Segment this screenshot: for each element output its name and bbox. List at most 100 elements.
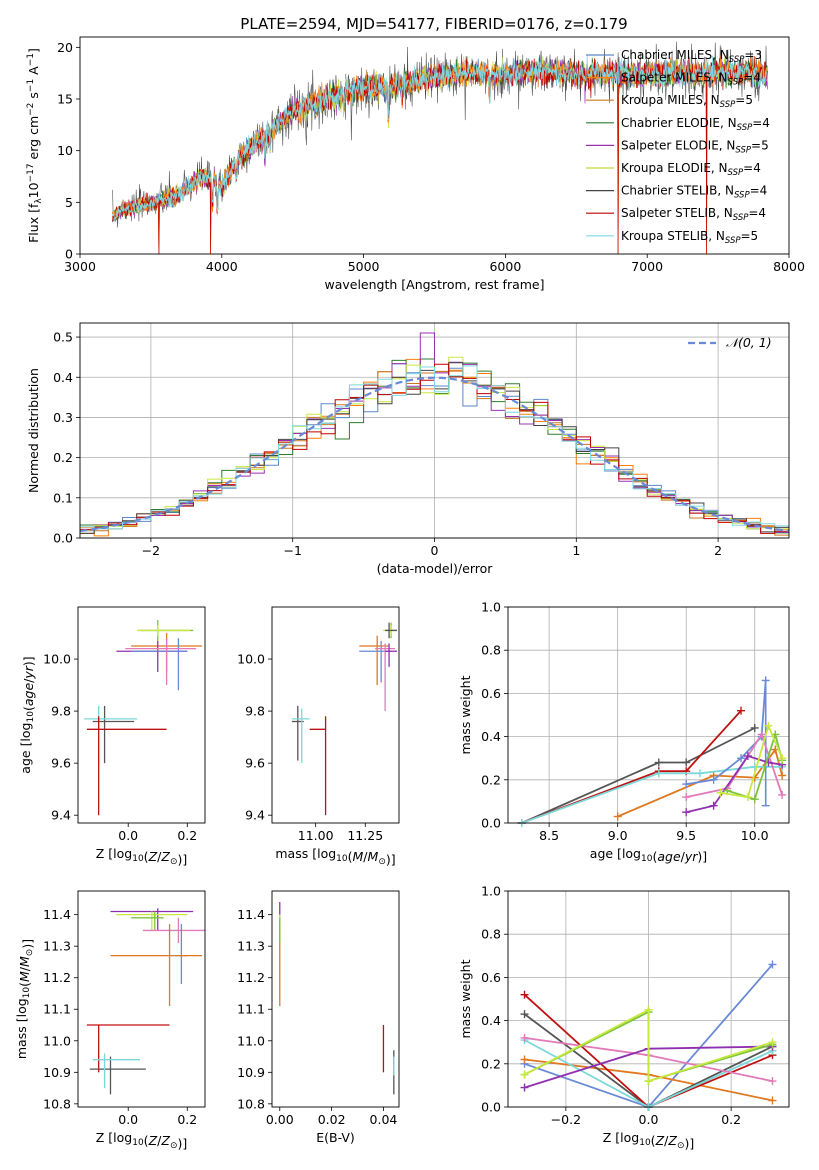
x-tick-label: 10.0 xyxy=(741,828,769,843)
label-part: A xyxy=(26,66,41,79)
x-axis-label: age [log10(age/yr)] xyxy=(590,846,707,864)
x-tick-label: 0.0 xyxy=(118,1112,138,1127)
y-axis-label: mass [log10(M/M⊙)] xyxy=(14,939,35,1059)
legend-text: Salpeter MILES, N xyxy=(621,71,728,85)
residual-histogram-panel: −2 −1 0 1 2 0.0 0.1 0.2 0.3 0.4 0.5 (data-model)/er… xyxy=(26,322,790,576)
label-part: 10 xyxy=(639,1138,651,1148)
y-tick-label: 1.0 xyxy=(481,600,501,615)
y-tick-label: 1.0 xyxy=(481,884,501,899)
y-tick-label: 9.6 xyxy=(51,756,71,771)
x-tick-label: 0.0 xyxy=(118,828,138,843)
label-part: Z [ xyxy=(96,846,113,861)
label-part: 10 xyxy=(336,854,348,864)
label-part: mass weight xyxy=(458,675,473,754)
error-point xyxy=(92,705,135,764)
legend-label: Salpeter STELIB, NSSP=4 xyxy=(621,206,766,223)
legend-eq: =4 xyxy=(750,184,768,198)
label-part: age xyxy=(657,849,681,864)
y-tick-label: 0.2 xyxy=(481,772,501,787)
legend-label: Salpeter ELODIE, NSSP=5 xyxy=(621,138,769,155)
label-part: ( xyxy=(651,1133,656,1148)
label-part: Z xyxy=(655,1133,665,1148)
x-tick-label: 0 xyxy=(431,543,439,558)
label-part: / xyxy=(21,678,36,683)
axes-frame xyxy=(77,890,206,1108)
legend-text: Chabrier STELIB, N xyxy=(621,184,734,198)
x-axis-label: wavelength [Angstrom, rest frame] xyxy=(324,277,544,292)
weight-line xyxy=(524,1008,773,1083)
weight-line xyxy=(720,723,783,799)
y-tick-label: 11.2 xyxy=(237,970,265,985)
label-part: ) xyxy=(697,849,702,864)
y-tick-label: 11.0 xyxy=(43,1033,71,1048)
y-tick-label: 0.0 xyxy=(481,1100,501,1115)
weight-line xyxy=(521,727,756,824)
error-point xyxy=(116,911,188,931)
legend-eq: =5 xyxy=(751,138,769,152)
legend-text: Kroupa MILES, N xyxy=(621,93,720,107)
label-part: Z [ xyxy=(603,1130,620,1145)
label-part: / xyxy=(681,849,686,864)
y-tick-label: 9.6 xyxy=(245,756,265,771)
error-point xyxy=(131,638,188,691)
y-tick-label: 0.5 xyxy=(53,330,73,345)
label-part: mass [ xyxy=(275,846,317,861)
error-point xyxy=(137,625,191,636)
label-part: / xyxy=(363,849,368,864)
y-tick-label: 0.3 xyxy=(53,410,73,425)
label-part: log xyxy=(113,1130,132,1145)
x-tick-label: 1 xyxy=(572,543,580,558)
y-tick-label: 0.4 xyxy=(481,1013,501,1028)
label-part: Z xyxy=(148,849,158,864)
label-part: )] xyxy=(684,1136,694,1151)
y-axis-label: Flux [fλ10−17 erg cm−2 s−1 A−1] xyxy=(26,48,44,243)
label-part: 10 xyxy=(132,1138,144,1148)
label-part: log xyxy=(622,846,641,861)
label-part: 10 xyxy=(26,711,36,723)
legend-sub: SSP xyxy=(725,236,741,246)
label-part: yr xyxy=(21,665,36,679)
x-axis-label: Z [log10(Z/Z⊙)] xyxy=(96,846,188,867)
axes-frame xyxy=(507,606,790,824)
legend-label: Salpeter MILES, NSSP=4 xyxy=(621,71,761,88)
x-tick-label: 3000 xyxy=(64,259,96,274)
y-tick-label: 10.0 xyxy=(43,652,71,667)
axes-frame xyxy=(77,606,206,824)
x-tick-label: 0.2 xyxy=(177,828,197,843)
legend-label: Kroupa MILES, NSSP=5 xyxy=(621,93,753,110)
label-part: log xyxy=(14,998,29,1017)
x-tick-label: −1 xyxy=(283,543,301,558)
label-part: s xyxy=(26,92,41,103)
legend-sub: SSP xyxy=(720,100,736,110)
y-tick-label: 11.0 xyxy=(237,1033,265,1048)
spectrum-panel: 3000 4000 5000 6000 7000 8000 0 5 10 15 20 waveleng… xyxy=(26,36,805,292)
label-part: ( xyxy=(348,849,353,864)
label-part: age xyxy=(21,683,36,707)
label-part: )] xyxy=(177,1136,187,1151)
error-point xyxy=(131,911,164,931)
label-part: wavelength [Angstrom, rest frame] xyxy=(324,277,544,292)
legend-label: Kroupa ELODIE, NSSP=4 xyxy=(621,161,761,178)
x-tick-label: 2 xyxy=(714,543,722,558)
legend-label: Chabrier MILES, NSSP=3 xyxy=(621,48,762,65)
x-tick-label: 8000 xyxy=(773,259,805,274)
legend-sub: SSP xyxy=(728,168,744,178)
y-tick-label: 11.1 xyxy=(237,1002,265,1017)
y-tick-label: 0.0 xyxy=(53,531,73,546)
label-part: Z xyxy=(160,1133,170,1148)
label-part: 10 xyxy=(132,854,144,864)
y-tick-label: 0.6 xyxy=(481,970,501,985)
label-part: −2 xyxy=(26,103,36,116)
label-part: mass [ xyxy=(14,1017,29,1059)
spectrum-line xyxy=(112,54,768,223)
x-tick-label: 5000 xyxy=(348,259,380,274)
label-part: log xyxy=(113,846,132,861)
label-part: ⊙ xyxy=(677,1141,685,1151)
label-part: ( xyxy=(17,982,32,987)
label-part: E(B-V) xyxy=(316,1130,355,1145)
label-part: ( xyxy=(144,849,149,864)
y-tick-label: 11.3 xyxy=(43,939,71,954)
y-tick-label: 11.1 xyxy=(43,1002,71,1017)
